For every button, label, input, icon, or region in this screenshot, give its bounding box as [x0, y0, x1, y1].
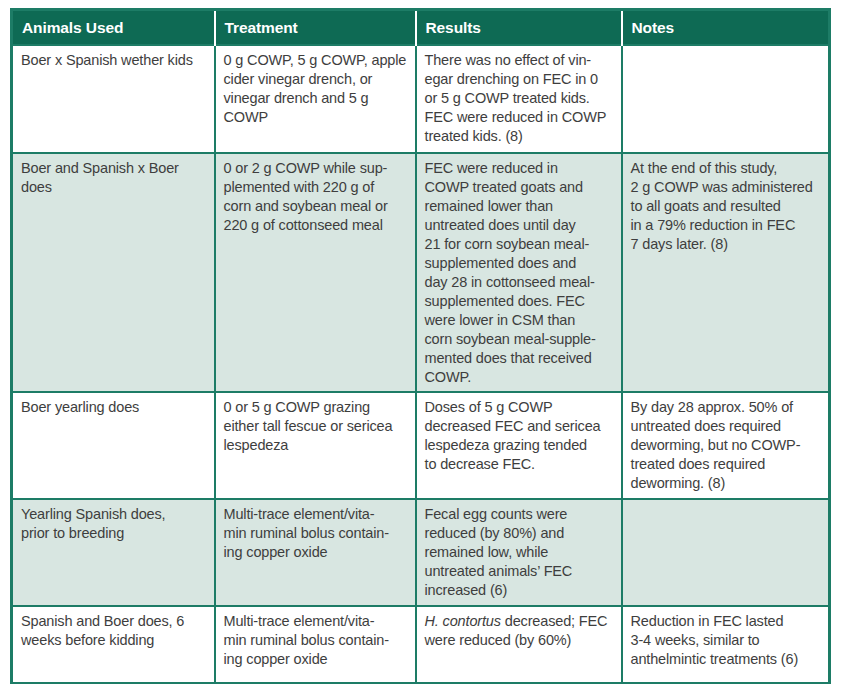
- cell-treatment: 0 or 5 g COWP grazing either tall fescue…: [215, 392, 416, 499]
- cell-results: FEC were reduced in COWP treated goats a…: [416, 153, 622, 392]
- cell-results: H. contortus decreased; FEC were reduced…: [416, 606, 622, 684]
- cell-results: Doses of 5 g COWP decreased FEC and seri…: [416, 392, 622, 499]
- cell-animals-used: Boer and Spanish x Boer does: [12, 153, 215, 392]
- table-row: Boer and Spanish x Boer does 0 or 2 g CO…: [12, 153, 830, 392]
- cell-results: There was no effect of vin- egar drenchi…: [416, 45, 622, 153]
- cell-animals-used: Yearling Spanish does, prior to breeding: [12, 499, 215, 606]
- table-row: Yearling Spanish does, prior to breeding…: [12, 499, 830, 606]
- column-header-animals-used: Animals Used: [12, 10, 215, 46]
- cell-animals-used: Spanish and Boer does, 6 weeks before ki…: [12, 606, 215, 684]
- column-header-results: Results: [416, 10, 622, 46]
- table-row: Boer x Spanish wether kids 0 g COWP, 5 g…: [12, 45, 830, 153]
- table-row: Boer yearling does 0 or 5 g COWP grazing…: [12, 392, 830, 499]
- study-table-container: Animals Used Treatment Results Notes Boe…: [10, 8, 831, 684]
- table-header: Animals Used Treatment Results Notes: [12, 10, 830, 46]
- copper-treatment-study-table: Animals Used Treatment Results Notes Boe…: [10, 8, 831, 684]
- cell-results: Fecal egg counts were reduced (by 80%) a…: [416, 499, 622, 606]
- cell-notes: [622, 499, 830, 606]
- cell-treatment: Multi-trace element/vita- min ruminal bo…: [215, 499, 416, 606]
- cell-notes: Reduction in FEC lasted 3-4 weeks, simil…: [622, 606, 830, 684]
- cell-treatment: 0 or 2 g COWP while sup- plemented with …: [215, 153, 416, 392]
- table-body: Boer x Spanish wether kids 0 g COWP, 5 g…: [12, 45, 830, 684]
- cell-notes: At the end of this study, 2 g COWP was a…: [622, 153, 830, 392]
- header-row: Animals Used Treatment Results Notes: [12, 10, 830, 46]
- cell-animals-used: Boer yearling does: [12, 392, 215, 499]
- cell-notes: [622, 45, 830, 153]
- column-header-treatment: Treatment: [215, 10, 416, 46]
- cell-notes: By day 28 approx. 50% of untreated does …: [622, 392, 830, 499]
- cell-treatment: 0 g COWP, 5 g COWP, apple cider vinegar …: [215, 45, 416, 153]
- column-header-notes: Notes: [622, 10, 830, 46]
- cell-animals-used: Boer x Spanish wether kids: [12, 45, 215, 153]
- species-name-italic: H. contortus: [425, 613, 501, 629]
- table-row: Spanish and Boer does, 6 weeks before ki…: [12, 606, 830, 684]
- cell-treatment: Multi-trace element/vita- min ruminal bo…: [215, 606, 416, 684]
